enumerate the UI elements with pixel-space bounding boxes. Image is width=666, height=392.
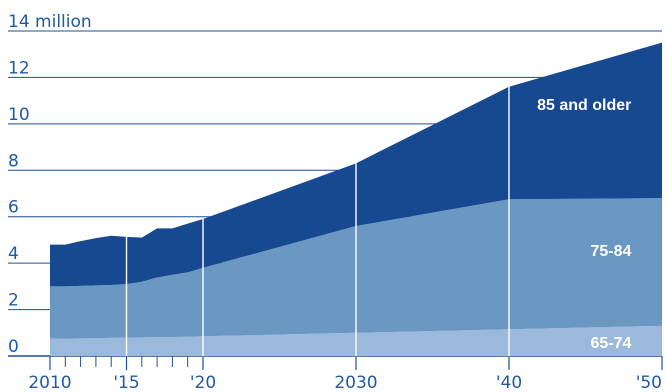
y-tick-label: 0 [8, 337, 19, 357]
y-tick-label: 4 [8, 244, 19, 264]
y-tick-label: 8 [8, 151, 19, 171]
year-dividers [125, 86, 510, 370]
x-tick-label: '20 [190, 373, 216, 392]
y-tick-label: 6 [8, 198, 19, 218]
x-tick-label: 2010 [28, 373, 71, 392]
x-tick-label: 2030 [334, 373, 377, 392]
series-label: 65-74 [590, 335, 631, 352]
y-axis: 0 2 4 6 8 10 12 14 million [8, 12, 92, 357]
y-tick-label: 14 million [8, 12, 92, 32]
series-label: 75-84 [590, 243, 631, 260]
y-tick-label: 2 [8, 291, 19, 311]
y-tick-label: 10 [8, 105, 30, 125]
x-tick-label: '40 [496, 373, 522, 392]
y-tick-label: 12 [8, 58, 30, 78]
series-label: 85 and older [537, 97, 631, 114]
series-labels: 85 and older 75-84 65-74 [537, 97, 631, 352]
x-tick-label: '50 [636, 373, 662, 392]
x-axis: 2010 '15 '20 2030 '40 '50 [28, 356, 663, 392]
x-tick-label: '15 [113, 373, 139, 392]
